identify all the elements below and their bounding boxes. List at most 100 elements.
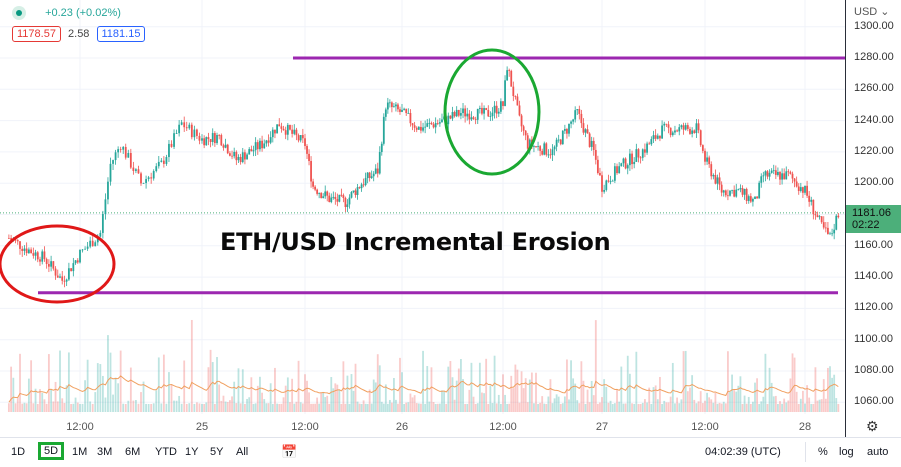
ask-price[interactable]: 1181.15 [96,26,146,42]
range-5y[interactable]: 5Y [210,446,224,458]
candle [787,171,790,173]
volume-bar [460,359,462,412]
volume-bar [714,393,717,412]
volume-bar [278,403,281,412]
volume-bar [582,380,585,412]
volume-bar [370,403,373,412]
volume-bar [376,354,379,412]
bid-price[interactable]: 1178.57 [12,26,61,42]
volume-bar [510,375,513,412]
candle [322,196,325,198]
volume-bar [380,401,383,412]
volume-bar [94,392,97,412]
volume-bar [611,403,614,412]
volume-bar [464,403,467,412]
volume-bar [293,403,296,412]
candle [491,112,494,117]
volume-bar [504,394,506,412]
candle [358,187,361,189]
candle [401,109,403,112]
red-circle-annotation [0,224,116,304]
candle [714,175,717,184]
volume-bar [671,362,674,412]
volume-bar [178,395,181,412]
candle [124,146,127,158]
price-change: +0.23 (+0.02%) [45,6,121,19]
range-1d[interactable]: 1D [11,446,26,458]
volume-bar [104,397,107,412]
volume-bar [574,383,577,412]
percent-toggle[interactable]: % [818,446,828,458]
volume-bar [781,403,783,412]
candle [16,240,19,242]
volume-bar [274,367,276,412]
range-6m[interactable]: 6M [125,446,141,458]
candle [89,240,92,247]
volume-bar [514,364,517,412]
volume-bar [81,403,84,412]
range-3m[interactable]: 3M [97,446,113,458]
volume-bar [366,403,369,412]
volume-bar [584,403,587,412]
volume-bar [476,403,479,412]
volume-bar [526,402,529,412]
volume-bar [265,403,268,412]
candle [45,259,48,265]
volume-bar [399,357,401,412]
candle [409,113,412,124]
goto-date-icon[interactable]: 📅 [281,444,298,459]
price-chart[interactable] [0,0,845,437]
price-axis[interactable]: USD ⌄ 1300.00 1280.00 1260.00 1240.00 1220.0… [845,0,901,437]
volume-bar [129,367,132,412]
candle [626,165,629,169]
range-ytd[interactable]: YTD [155,446,177,458]
time-axis[interactable]: 12:00 25 12:00 26 12:00 27 12:00 28 [0,414,845,437]
range-all[interactable]: All [236,446,249,458]
candle [405,108,408,114]
volume-bar [112,394,114,412]
price-tick: 1240.00 [854,113,894,126]
volume-bar [393,377,395,412]
volume-bar [727,351,729,412]
candle [485,108,488,110]
candle [432,124,435,128]
volume-bar [364,403,367,412]
time-tick: 27 [595,421,609,433]
candle [669,127,672,136]
volume-bar [168,372,170,412]
log-toggle[interactable]: log [839,446,854,458]
candle [737,189,740,191]
volume-bar [787,400,790,412]
volume-bar [783,398,786,412]
candle [561,130,564,145]
candle [310,161,312,182]
range-1m[interactable]: 1M [72,446,88,458]
candle [466,113,469,117]
candle [671,132,674,136]
volume-bar [512,388,515,412]
volume-bar [328,403,331,412]
candle [160,160,163,162]
candle [499,101,502,112]
candle [659,135,661,139]
auto-toggle[interactable]: auto [867,446,889,458]
candle [618,166,621,174]
volume-bar [372,379,375,412]
range-1y[interactable]: 1Y [185,446,199,458]
candle [580,113,583,124]
volume-bar [650,403,653,412]
volume-bar [474,403,477,412]
settings-gear-icon[interactable]: ⚙ [866,418,879,434]
price-tick: 1160.00 [854,238,893,251]
volume-bar [772,396,775,412]
candle [835,215,838,230]
volume-bar [641,402,644,412]
volume-bar [420,403,422,412]
currency-selector[interactable]: USD ⌄ [854,6,890,18]
candle [516,96,519,106]
clock-time[interactable]: 04:02:39 (UTC) [705,446,781,458]
candle [487,109,490,117]
candle [376,168,379,174]
volume-bar [411,397,414,412]
range-5d[interactable]: 5D [38,442,65,460]
